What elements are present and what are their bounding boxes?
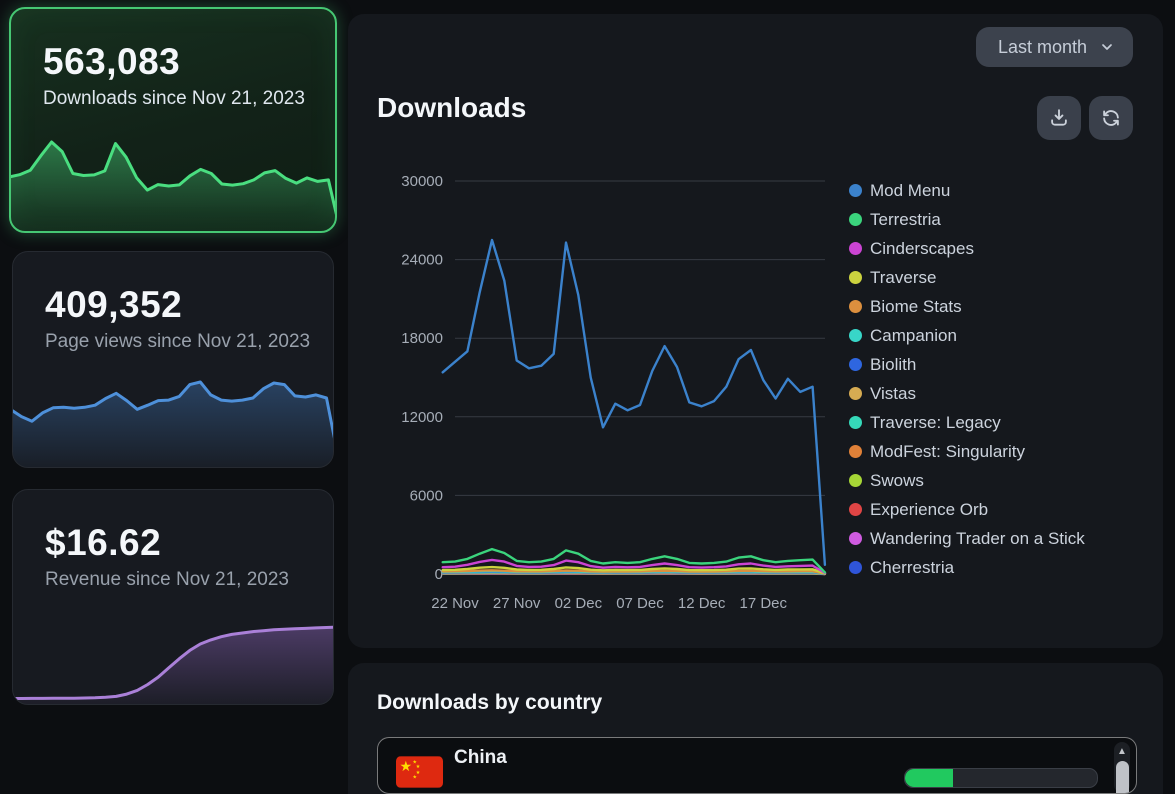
chart-title: Downloads xyxy=(377,92,526,124)
legend-color-dot xyxy=(849,561,862,574)
stat-card-revenue[interactable]: $16.62 Revenue since Nov 21, 2023 xyxy=(12,489,334,705)
legend-item[interactable]: Traverse: Legacy xyxy=(849,408,1085,437)
x-axis-tick-label: 27 Nov xyxy=(493,595,541,612)
downloads-sparkline xyxy=(11,139,337,231)
page-views-value: 409,352 xyxy=(45,284,310,326)
legend-item-label: Vistas xyxy=(870,384,916,404)
legend-item[interactable]: Wandering Trader on a Stick xyxy=(849,524,1085,553)
legend-item-label: Terrestria xyxy=(870,210,941,230)
legend-color-dot xyxy=(849,184,862,197)
country-progress-fill xyxy=(905,769,953,787)
legend-color-dot xyxy=(849,503,862,516)
legend-item[interactable]: Traverse xyxy=(849,263,1085,292)
page-views-sparkline xyxy=(13,379,334,467)
legend-item-label: Mod Menu xyxy=(870,181,950,201)
legend-item[interactable]: Cinderscapes xyxy=(849,234,1085,263)
legend-item[interactable]: Vistas xyxy=(849,379,1085,408)
downloads-total-label: Downloads since Nov 21, 2023 xyxy=(43,87,305,111)
legend-item[interactable]: Cherrestria xyxy=(849,553,1085,582)
legend-item-label: Traverse: Legacy xyxy=(870,413,1001,433)
refresh-icon xyxy=(1100,107,1122,129)
legend-item-label: Biolith xyxy=(870,355,916,375)
legend-item[interactable]: Terrestria xyxy=(849,205,1085,234)
date-range-label: Last month xyxy=(998,37,1087,58)
y-axis-tick-label: 18000 xyxy=(401,330,443,347)
legend-item-label: Wandering Trader on a Stick xyxy=(870,529,1085,549)
scrollbar-thumb[interactable] xyxy=(1116,761,1129,794)
svg-text:★: ★ xyxy=(412,774,417,780)
legend-item[interactable]: Experience Orb xyxy=(849,495,1085,524)
legend-color-dot xyxy=(849,387,862,400)
legend-item-label: Experience Orb xyxy=(870,500,988,520)
legend-color-dot xyxy=(849,329,862,342)
series-line-mod-menu xyxy=(443,240,825,565)
y-axis-tick-label: 12000 xyxy=(401,409,443,426)
scrollbar-up-arrow[interactable]: ▲ xyxy=(1114,745,1130,759)
stat-card-page-views[interactable]: 409,352 Page views since Nov 21, 2023 xyxy=(12,251,334,468)
downloads-total-value: 563,083 xyxy=(43,41,305,83)
stat-card-downloads[interactable]: 563,083 Downloads since Nov 21, 2023 xyxy=(9,7,337,233)
legend-color-dot xyxy=(849,213,862,226)
country-progress-bar xyxy=(904,768,1098,788)
country-name: China xyxy=(454,747,507,769)
legend-color-dot xyxy=(849,445,862,458)
legend-item-label: Campanion xyxy=(870,326,957,346)
legend-item[interactable]: Campanion xyxy=(849,321,1085,350)
download-icon xyxy=(1048,107,1070,129)
page-views-label: Page views since Nov 21, 2023 xyxy=(45,330,310,354)
legend-item[interactable]: Swows xyxy=(849,466,1085,495)
legend-item[interactable]: Biolith xyxy=(849,350,1085,379)
stat-text: 409,352 Page views since Nov 21, 2023 xyxy=(45,284,310,354)
analytics-page: 563,083 Downloads since Nov 21, 2023 409… xyxy=(0,0,1175,774)
chevron-down-icon xyxy=(1099,39,1115,55)
downloads-chart-panel: Last month Downloads 30000 24000 18000 1200… xyxy=(348,14,1163,648)
export-chart-button[interactable] xyxy=(1037,96,1081,140)
legend-item-label: Cherrestria xyxy=(870,558,954,578)
country-panel-title: Downloads by country xyxy=(377,691,602,715)
legend-item[interactable]: Mod Menu xyxy=(849,176,1085,205)
legend-color-dot xyxy=(849,358,862,371)
x-axis-tick-label: 12 Dec xyxy=(678,595,726,612)
country-list: ★ ★ ★ ★ ★ China ▲ xyxy=(377,737,1137,794)
x-axis-tick-label: 02 Dec xyxy=(555,595,603,612)
legend-color-dot xyxy=(849,532,862,545)
country-list-scrollbar[interactable]: ▲ xyxy=(1114,742,1130,793)
x-axis-tick-label: 17 Dec xyxy=(740,595,788,612)
chart-legend: Mod Menu Terrestria Cinderscapes Traverse Bi… xyxy=(849,176,1085,582)
legend-item-label: Cinderscapes xyxy=(870,239,974,259)
x-axis-tick-label: 22 Nov xyxy=(431,595,479,612)
stat-text: 563,083 Downloads since Nov 21, 2023 xyxy=(43,41,305,111)
legend-item-label: ModFest: Singularity xyxy=(870,442,1025,462)
y-axis-tick-label: 6000 xyxy=(410,487,443,504)
y-axis-tick-label: 30000 xyxy=(401,173,443,190)
legend-item-label: Swows xyxy=(870,471,924,491)
legend-item[interactable]: ModFest: Singularity xyxy=(849,437,1085,466)
refresh-button[interactable] xyxy=(1089,96,1133,140)
revenue-value: $16.62 xyxy=(45,522,289,564)
y-axis-tick-label: 24000 xyxy=(401,252,443,269)
country-row-china: ★ ★ ★ ★ ★ China xyxy=(378,738,1108,794)
legend-color-dot xyxy=(849,271,862,284)
legend-color-dot xyxy=(849,416,862,429)
stat-text: $16.62 Revenue since Nov 21, 2023 xyxy=(45,522,289,592)
country-downloads-panel: Downloads by country ★ ★ ★ ★ ★ China ▲ xyxy=(348,663,1163,794)
revenue-label: Revenue since Nov 21, 2023 xyxy=(45,568,289,592)
legend-color-dot xyxy=(849,474,862,487)
date-range-selector[interactable]: Last month xyxy=(976,27,1133,67)
x-axis-tick-label: 07 Dec xyxy=(616,595,664,612)
legend-color-dot xyxy=(849,242,862,255)
legend-item[interactable]: Biome Stats xyxy=(849,292,1085,321)
revenue-sparkline xyxy=(13,624,334,704)
china-flag-icon: ★ ★ ★ ★ ★ xyxy=(396,756,443,788)
svg-text:★: ★ xyxy=(399,758,412,774)
legend-color-dot xyxy=(849,300,862,313)
legend-item-label: Biome Stats xyxy=(870,297,962,317)
legend-item-label: Traverse xyxy=(870,268,936,288)
